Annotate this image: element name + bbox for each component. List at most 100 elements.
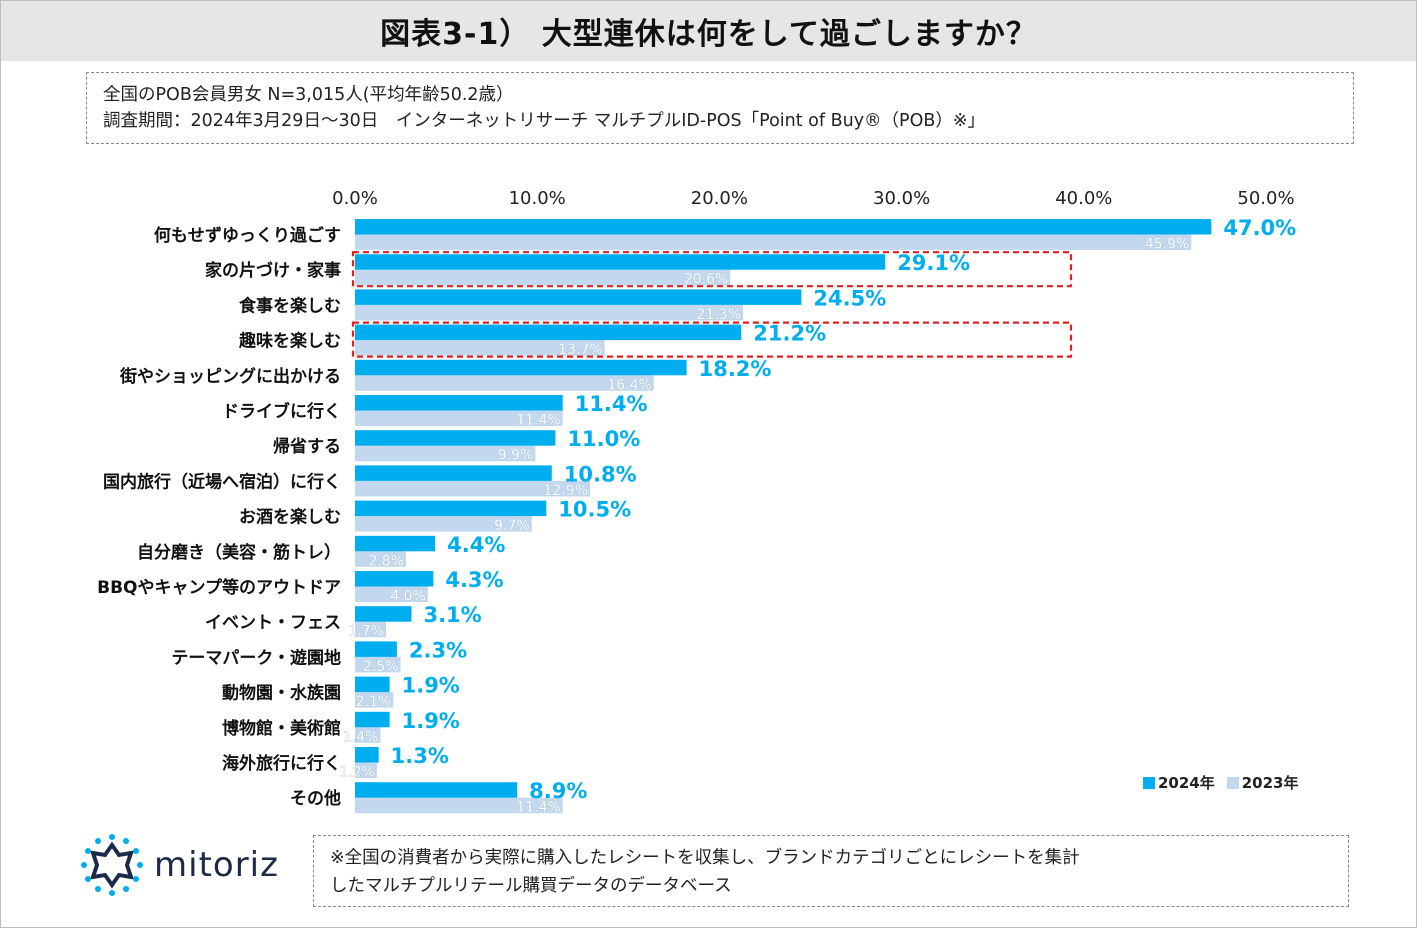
bar-2024 [355, 289, 802, 305]
category-label: 何もせずゆっくり過ごす [154, 225, 341, 246]
category-label: 動物園・水族園 [222, 683, 341, 704]
bar-2023 [355, 445, 536, 462]
category-label: お酒を楽しむ [239, 507, 341, 528]
x-tick-label: 50.0% [1237, 188, 1294, 209]
data-label-2023: 1.4% [343, 729, 379, 745]
legend-item-2023: 2023年 [1226, 772, 1299, 793]
data-label-2023: 13.7% [558, 342, 602, 358]
category-label: 博物館・美術館 [222, 718, 341, 739]
mitoriz-logo: mitoriz [80, 833, 279, 897]
legend-swatch-2023 [1226, 776, 1239, 789]
title-bar: 図表3-1） 大型連休は何をして過ごしますか？ [1, 1, 1416, 61]
data-label-2024: 4.3% [445, 568, 503, 592]
bar-2024 [355, 606, 412, 622]
bars: 45.9% 47.0% 20.6% 29.1% 21.3% 24.5% 13.7% 21.2%… [339, 216, 1296, 816]
bar-2024 [355, 465, 552, 481]
data-label-2023: 20.6% [684, 272, 728, 288]
bar-2023 [355, 656, 401, 673]
data-label-2024: 10.8% [564, 462, 637, 486]
bar-2023 [355, 375, 654, 391]
bar-2023 [355, 304, 744, 321]
category-label: その他 [290, 788, 341, 809]
bar-2024 [355, 430, 556, 446]
data-label-2023: 2.5% [363, 659, 399, 675]
data-label-2023: 4.0% [390, 589, 426, 605]
category-label: 国内旅行（近場へ宿泊）に行く [103, 471, 341, 492]
bar-2023 [355, 269, 731, 286]
survey-info-line-2: 調査期間：2024年3月29日～30日 インターネットリサーチ マルチプルID-… [103, 111, 986, 131]
x-tick-label: 20.0% [691, 188, 748, 209]
bar-2023 [355, 340, 605, 356]
data-label-2023: 21.3% [697, 307, 741, 323]
data-label-2023: 2.8% [368, 553, 404, 569]
bar-2024 [355, 711, 390, 728]
data-label-2023: 2.1% [356, 694, 392, 710]
data-label-2023: 9.7% [494, 518, 530, 534]
bar-2024 [355, 676, 390, 693]
bar-2023 [355, 410, 563, 426]
bar-2023 [355, 234, 1192, 250]
data-label-2023: 1.2% [339, 765, 375, 781]
category-label: ドライブに行く [222, 401, 341, 422]
chart-legend: 2024年 2023年 [1143, 772, 1311, 793]
x-tick-label: 0.0% [332, 188, 378, 209]
data-label-2024: 18.2% [699, 357, 772, 381]
bar-2024 [355, 641, 397, 657]
bar-2023 [355, 727, 381, 743]
category-label: イベント・フェス [205, 613, 341, 633]
highlight-box [351, 251, 1073, 288]
category-label: BBQやキャンプ等のアウトドア [97, 577, 341, 598]
legend-label-2023: 2023年 [1241, 774, 1299, 792]
data-label-2024: 11.0% [567, 427, 640, 451]
x-tick-label: 40.0% [1055, 188, 1112, 209]
category-label: 帰省する [273, 436, 341, 457]
x-tick-label: 10.0% [509, 188, 566, 209]
category-label: 海外旅行に行く [222, 753, 341, 774]
bar-2024 [355, 324, 742, 341]
x-tick-label: 30.0% [873, 188, 930, 209]
x-axis-ticks: 0.0% 10.0% 20.0% 30.0% 40.0% 50.0% [332, 188, 1294, 209]
data-label-2023: 11.4% [516, 413, 560, 429]
legend-swatch-2024 [1143, 776, 1155, 789]
bar-2023 [355, 797, 563, 814]
bar-2024 [355, 500, 547, 517]
bar-2024 [355, 395, 563, 411]
highlight-boxes [351, 251, 1073, 358]
category-label: 街やショッピングに出かける [119, 366, 341, 387]
survey-info-line-1: 全国のPOB会員男女 N=3,015人(平均年齢50.2歳） [103, 85, 514, 105]
sunburst-logo-icon [81, 834, 143, 896]
data-label-2024: 1.9% [402, 709, 460, 733]
data-label-2024: 8.9% [529, 779, 587, 803]
footnote-line-1: ※全国の消費者から実際に購入したレシートを収集し、ブランドカテゴリごとにレシート… [330, 848, 1080, 868]
bar-2024 [355, 747, 379, 763]
data-label-2024: 29.1% [897, 251, 970, 275]
bar-2024 [355, 535, 436, 552]
bar-2023 [355, 621, 386, 638]
category-label: テーマパーク・遊園地 [171, 647, 341, 668]
data-label-2023: 16.4% [607, 377, 651, 393]
data-label-2024: 47.0% [1223, 216, 1296, 240]
data-label-2024: 1.3% [391, 744, 449, 768]
bar-2024 [355, 254, 886, 270]
legend-label-2024: 2024年 [1158, 774, 1215, 792]
data-label-2024: 4.4% [447, 533, 505, 557]
bar-2023 [355, 586, 428, 602]
category-label: 家の片づけ・家事 [205, 260, 341, 281]
data-label-2024: 24.5% [813, 286, 886, 310]
data-label-2024: 11.4% [575, 392, 648, 416]
category-label: 食事を楽しむ [239, 295, 341, 316]
highlight-box [351, 321, 1073, 358]
bar-2023 [355, 516, 532, 532]
survey-info-box: 全国のPOB会員男女 N=3,015人(平均年齢50.2歳） 調査期間：2024… [86, 72, 1354, 144]
data-label-2024: 1.9% [402, 674, 460, 698]
page-title: 図表3-1） 大型連休は何をして過ごしますか？ [380, 17, 1037, 52]
data-label-2024: 3.1% [423, 603, 481, 627]
data-label-2023: 9.9% [498, 448, 534, 464]
bar-2023 [355, 551, 407, 567]
legend-item-2024: 2024年 [1143, 772, 1215, 793]
bar-2024 [355, 359, 687, 376]
logo-wordmark: mitoriz [154, 845, 279, 885]
bar-2023 [355, 480, 591, 497]
data-label-2023: 12.9% [544, 483, 588, 499]
